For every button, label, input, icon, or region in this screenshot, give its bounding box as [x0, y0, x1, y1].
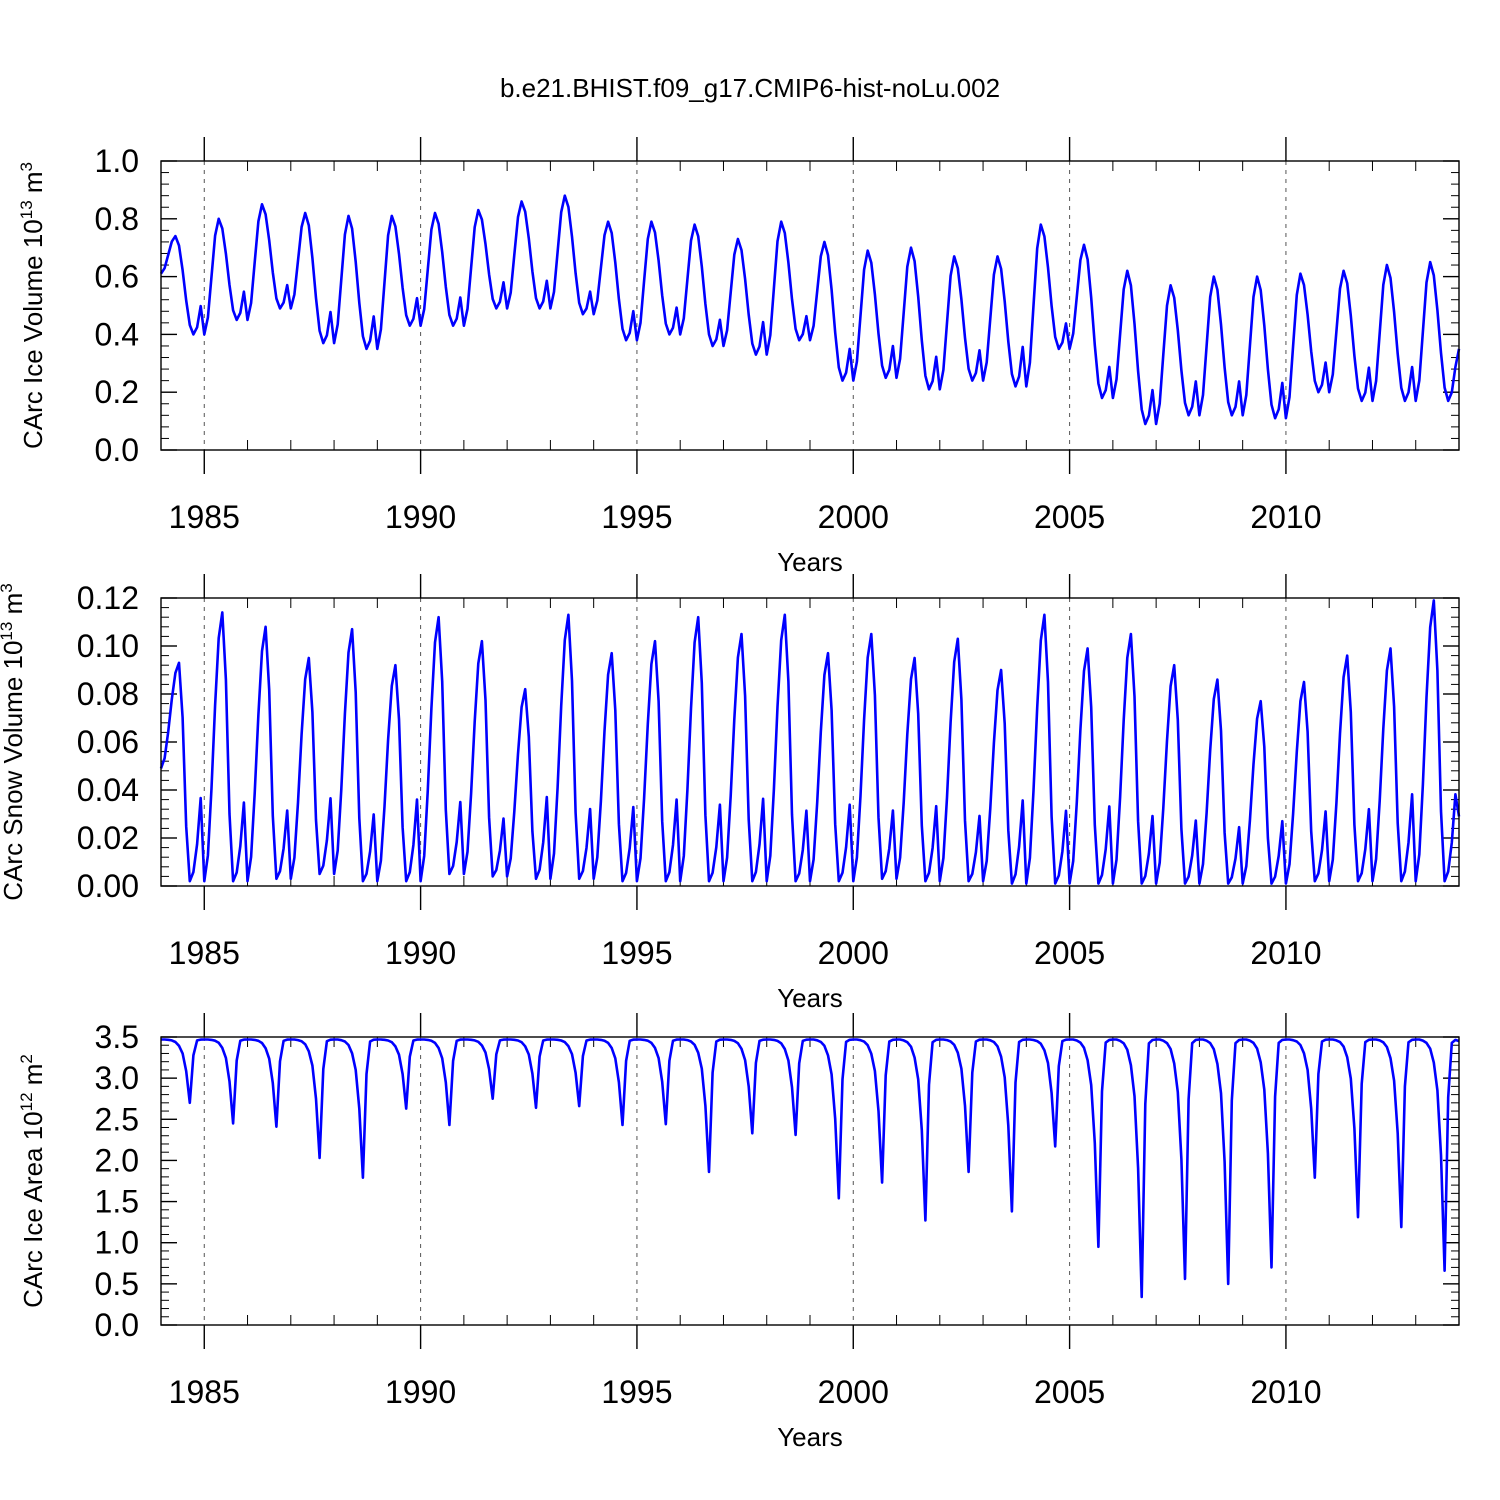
- y-axis-title: CArc Ice Volume 1013 m3: [17, 162, 48, 449]
- x-tick-label: 2000: [818, 935, 889, 971]
- x-tick-label: 2010: [1250, 499, 1321, 535]
- x-tick-label: 1990: [385, 935, 456, 971]
- y-tick-label: 0.2: [95, 374, 139, 410]
- y-tick-label: 1.5: [95, 1184, 139, 1220]
- y-tick-label: 0.00: [77, 868, 139, 904]
- y-tick-label: 0.5: [95, 1266, 139, 1302]
- y-axis-title-unit: m: [18, 1064, 48, 1093]
- y-axis-title-unit-exponent: 3: [17, 162, 36, 171]
- y-tick-label: 2.5: [95, 1101, 139, 1137]
- y-axis-title-exponent: 13: [0, 622, 16, 641]
- y-axis-title-unit-exponent: 3: [0, 583, 16, 592]
- y-tick-label: 0.8: [95, 201, 139, 237]
- x-tick-label: 2010: [1250, 1374, 1321, 1410]
- x-tick-label: 1990: [385, 499, 456, 535]
- ice-volume-panel: 0.0 0.2 0.4 0.6 0.8 1.0 1985 1990 1995 2000 2005 20…: [17, 137, 1461, 577]
- ice-volume-series-line: [159, 194, 1461, 426]
- y-axis-title-unit-exponent: 2: [17, 1054, 36, 1063]
- x-tick-label: 2005: [1034, 499, 1105, 535]
- y-tick-label: 0.02: [77, 820, 139, 856]
- plot-frame: [160, 1036, 1460, 1326]
- x-tick-label: 2005: [1034, 935, 1105, 971]
- chart-title: b.e21.BHIST.f09_g17.CMIP6-hist-noLu.002: [500, 73, 1000, 103]
- y-tick-label: 0.0: [95, 432, 139, 468]
- y-tick-label: 2.0: [95, 1142, 139, 1178]
- y-tick-label: 1.0: [95, 143, 139, 179]
- ice-area-panel: 0.0 0.5 1.0 1.5 2.0 2.5 3.0 3.5 1985 1990 1995 2000…: [17, 1013, 1460, 1452]
- y-axis-title: CArc Snow Volume 1013 m3: [0, 583, 28, 900]
- x-tick-label: 1985: [169, 499, 240, 535]
- y-tick-label: 3.5: [95, 1019, 139, 1055]
- y-tick-label: 0.0: [95, 1307, 139, 1343]
- y-tick-label: 0.6: [95, 259, 139, 295]
- x-tick-label: 1995: [601, 1374, 672, 1410]
- y-tick-label: 0.04: [77, 772, 139, 808]
- x-tick-label: 1990: [385, 1374, 456, 1410]
- x-tick-label: 1995: [601, 935, 672, 971]
- y-axis-title-text: CArc Ice Volume 10: [18, 219, 48, 449]
- y-axis-title-text: CArc Snow Volume 10: [0, 641, 28, 901]
- ice-area-series-line: [161, 1038, 1460, 1299]
- snow-volume-panel: 0.00 0.02 0.04 0.06 0.08 0.10 0.12 1985 1990 1995…: [0, 574, 1461, 1013]
- x-axis-title: Years: [777, 983, 843, 1013]
- x-axis-title: Years: [777, 547, 843, 577]
- x-tick-label: 2000: [818, 499, 889, 535]
- y-tick-label: 0.06: [77, 724, 139, 760]
- x-axis-title: Years: [777, 1422, 843, 1452]
- y-tick-label: 0.12: [77, 580, 139, 616]
- y-tick-label: 3.0: [95, 1060, 139, 1096]
- plot-frame: [160, 597, 1460, 887]
- y-axis-title-text: CArc Ice Area 10: [18, 1111, 48, 1308]
- snow-volume-series-line: [159, 599, 1461, 885]
- y-tick-label: 0.10: [77, 628, 139, 664]
- y-tick-label: 0.08: [77, 676, 139, 712]
- y-tick-label: 1.0: [95, 1225, 139, 1261]
- x-tick-label: 1995: [601, 499, 672, 535]
- y-tick-label: 0.4: [95, 316, 139, 352]
- y-axis-title-unit: m: [0, 593, 28, 622]
- y-axis-title-exponent: 12: [17, 1092, 36, 1111]
- x-tick-label: 2005: [1034, 1374, 1105, 1410]
- y-axis-title-exponent: 13: [17, 200, 36, 219]
- x-tick-label: 1985: [169, 1374, 240, 1410]
- x-tick-label: 1985: [169, 935, 240, 971]
- y-axis-title-unit: m: [18, 171, 48, 200]
- y-axis-title: CArc Ice Area 1012 m2: [17, 1054, 48, 1308]
- x-tick-label: 2010: [1250, 935, 1321, 971]
- x-tick-label: 2000: [818, 1374, 889, 1410]
- plot-frame: [160, 160, 1460, 451]
